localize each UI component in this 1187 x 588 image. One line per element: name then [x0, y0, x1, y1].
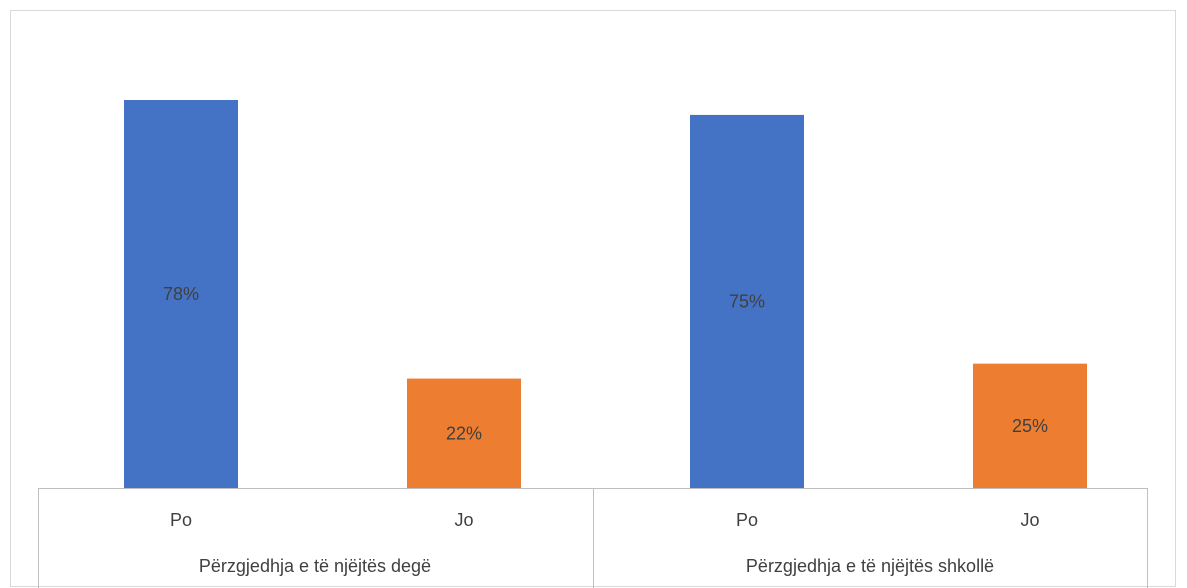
category-label-1-jo: Jo — [1020, 510, 1039, 530]
data-label-1-jo: 25% — [1012, 416, 1048, 436]
bar-1-po — [690, 114, 804, 488]
category-label-0-jo: Jo — [454, 510, 473, 530]
category-labels-layer: Po Jo Përzgjedhja e të njëjtës degë Po Jo Për… — [170, 510, 1040, 576]
category-axis — [38, 488, 1148, 588]
bar-0-jo — [407, 378, 521, 488]
category-label-0-po: Po — [170, 510, 192, 530]
group-label-0: Përzgjedhja e të njëjtës degë — [199, 556, 431, 576]
data-label-0-po: 78% — [163, 284, 199, 304]
data-label-1-po: 75% — [729, 291, 765, 311]
data-label-0-jo: 22% — [446, 423, 482, 443]
bar-1-jo — [973, 363, 1087, 488]
group-label-1: Përzgjedhja e të njëjtës shkollë — [746, 556, 994, 576]
category-label-1-po: Po — [736, 510, 758, 530]
data-labels-layer: 78% 22% 75% 25% — [163, 284, 1048, 443]
bars-layer — [124, 100, 1087, 488]
bar-0-po — [124, 100, 238, 488]
